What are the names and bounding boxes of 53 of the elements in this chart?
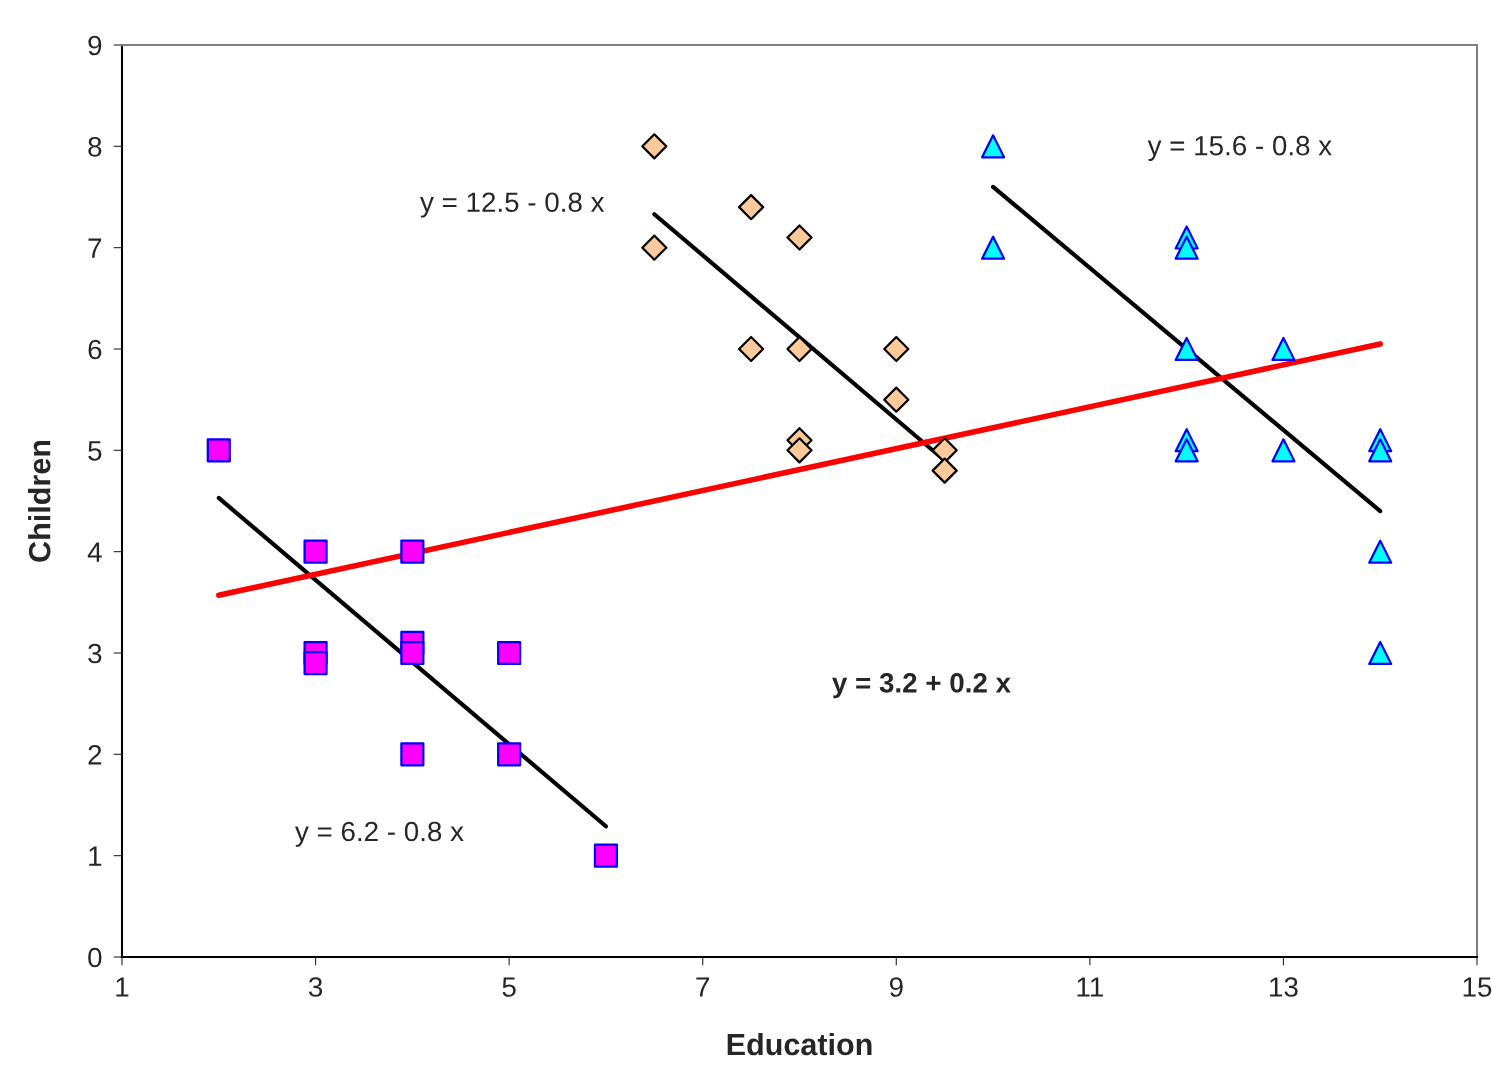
point — [303, 539, 328, 564]
x-tick-label: 9 — [889, 977, 903, 997]
x-tick-label: 5 — [502, 977, 516, 997]
point — [786, 437, 813, 464]
point — [303, 651, 328, 676]
x-tick-label: 1 — [116, 977, 129, 997]
annotation: y = 6.2 - 0.8 x — [294, 821, 464, 847]
point — [1174, 235, 1199, 260]
x-tick-label: 15 — [1463, 977, 1492, 997]
y-tick-label: 6 — [88, 339, 102, 360]
point — [206, 438, 231, 463]
x-tick-label: 7 — [696, 977, 710, 997]
x-tick-label: 3 — [308, 977, 323, 997]
point — [641, 133, 668, 160]
point — [400, 742, 425, 767]
annotation: y = 12.5 - 0.8 x — [420, 192, 605, 218]
y-tick-label: 4 — [87, 542, 102, 562]
point — [980, 134, 1006, 159]
point — [641, 234, 668, 261]
point — [1174, 438, 1199, 463]
annotation: y = 15.6 - 0.8 x — [1147, 135, 1332, 161]
point — [1368, 539, 1393, 564]
y-tick-label: 1 — [89, 846, 102, 866]
point — [497, 742, 522, 767]
y-tick-label: 3 — [88, 643, 102, 664]
y-axis-title: Children — [28, 440, 51, 562]
point — [931, 457, 958, 484]
point — [1271, 438, 1296, 463]
point — [883, 335, 910, 363]
point — [1368, 640, 1393, 666]
point — [593, 843, 619, 868]
point — [737, 335, 765, 363]
point — [497, 640, 522, 666]
point — [980, 235, 1006, 260]
y-tick-label: 7 — [88, 238, 102, 258]
point — [737, 194, 765, 221]
y-tick-label: 9 — [88, 35, 102, 56]
point — [400, 640, 425, 666]
x-tick-label: 11 — [1077, 977, 1103, 997]
point — [786, 335, 813, 363]
y-tick-label: 2 — [88, 745, 102, 765]
point — [786, 224, 813, 251]
point — [1174, 336, 1199, 362]
x-axis-title: Education — [727, 1032, 872, 1056]
point — [883, 386, 910, 413]
y-tick-label: 5 — [88, 441, 102, 461]
point — [1368, 438, 1393, 463]
point — [400, 539, 425, 564]
point — [1271, 336, 1296, 362]
annotation: y = 3.2 + 0.2 x — [832, 673, 1011, 699]
y-tick-label: 8 — [88, 137, 102, 157]
y-tick-label: 0 — [88, 947, 102, 968]
x-tick-label: 13 — [1270, 977, 1298, 997]
